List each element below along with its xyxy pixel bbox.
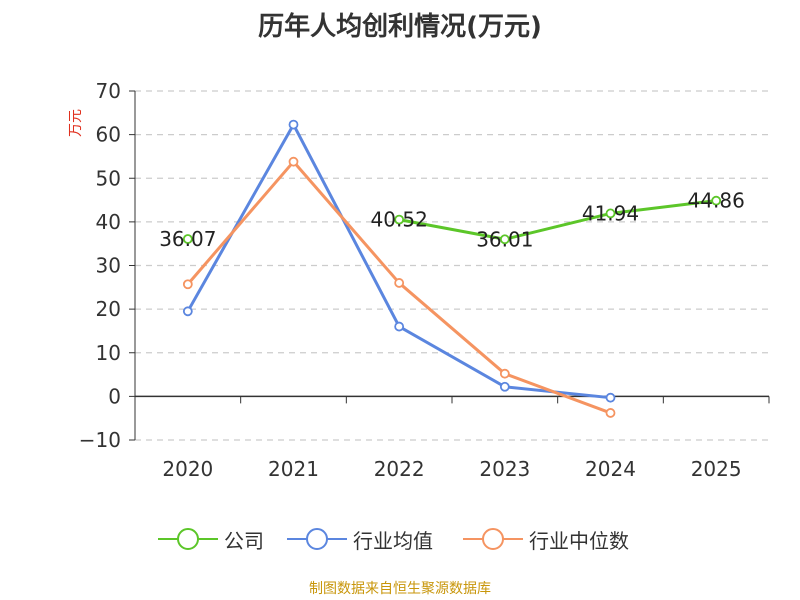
grid-lines — [135, 90, 769, 441]
series-points — [182, 119, 722, 418]
legend-industry-median-icon — [463, 528, 523, 550]
data-point[interactable] — [499, 381, 510, 392]
legend-label-industry-average: 行业均值 — [353, 528, 433, 553]
series-line — [186, 123, 611, 400]
series-lines — [186, 123, 717, 415]
chart-title: 历年人均创利情况(万元) — [258, 12, 542, 42]
y-tick-label: 70 — [96, 79, 121, 103]
x-tick-label: 2024 — [585, 457, 636, 481]
axes — [129, 90, 770, 441]
legend-label-industry-median: 行业中位数 — [529, 528, 629, 553]
data-point[interactable] — [605, 408, 616, 418]
x-tick-label: 2025 — [691, 457, 742, 481]
data-point[interactable] — [394, 214, 405, 225]
data-point[interactable] — [711, 195, 722, 206]
data-label: 44.86 — [688, 189, 745, 213]
y-tick-label: 0 — [108, 384, 121, 408]
data-point[interactable] — [499, 234, 510, 245]
series-line — [398, 199, 717, 241]
legend-industry-average-icon — [287, 528, 347, 550]
data-point[interactable] — [182, 306, 193, 317]
data-point[interactable] — [182, 279, 193, 290]
data-point[interactable] — [288, 156, 299, 167]
data-point[interactable] — [394, 278, 405, 288]
data-source-note: 制图数据来自恒生聚源数据库 — [309, 581, 491, 597]
legend-item-industry-median[interactable]: 行业中位数 — [463, 524, 629, 554]
x-tick-label: 2022 — [374, 457, 425, 481]
data-point[interactable] — [182, 234, 193, 244]
data-point[interactable] — [499, 368, 510, 379]
y-tick-label: 40 — [96, 210, 121, 234]
y-tick-label: 10 — [96, 341, 121, 365]
data-point[interactable] — [605, 208, 616, 219]
data-label: 40.52 — [371, 208, 428, 232]
y-tick-label: 50 — [96, 166, 121, 190]
data-point[interactable] — [605, 392, 616, 403]
data-label: 36.07 — [159, 227, 216, 251]
y-tick-label: 30 — [96, 254, 121, 278]
y-tick-label: 60 — [96, 123, 121, 147]
legend-company-icon — [158, 528, 218, 550]
legend-item-industry-average[interactable]: 行业均值 — [287, 524, 433, 554]
legend-label-company: 公司 — [224, 528, 264, 553]
legend-item-company[interactable]: 公司 — [158, 524, 264, 554]
x-tick-label: 2023 — [479, 457, 530, 481]
data-label: 36.01 — [476, 227, 533, 251]
data-labels: 36.07 40.52 36.01 41.94 44.86 — [159, 189, 745, 252]
y-tick-label: −10 — [79, 428, 121, 452]
x-tick-label: 2021 — [268, 457, 319, 481]
data-point[interactable] — [288, 119, 299, 130]
data-label: 41.94 — [582, 201, 639, 225]
data-point[interactable] — [394, 321, 405, 332]
y-tick-label: 20 — [96, 297, 121, 321]
y-axis-label: 万元 — [68, 109, 84, 137]
tick-labels: −10 0 10 20 30 40 50 60 70 2020 2021 2022 2023 2024 20… — [79, 79, 742, 481]
x-tick-label: 2020 — [162, 457, 213, 481]
